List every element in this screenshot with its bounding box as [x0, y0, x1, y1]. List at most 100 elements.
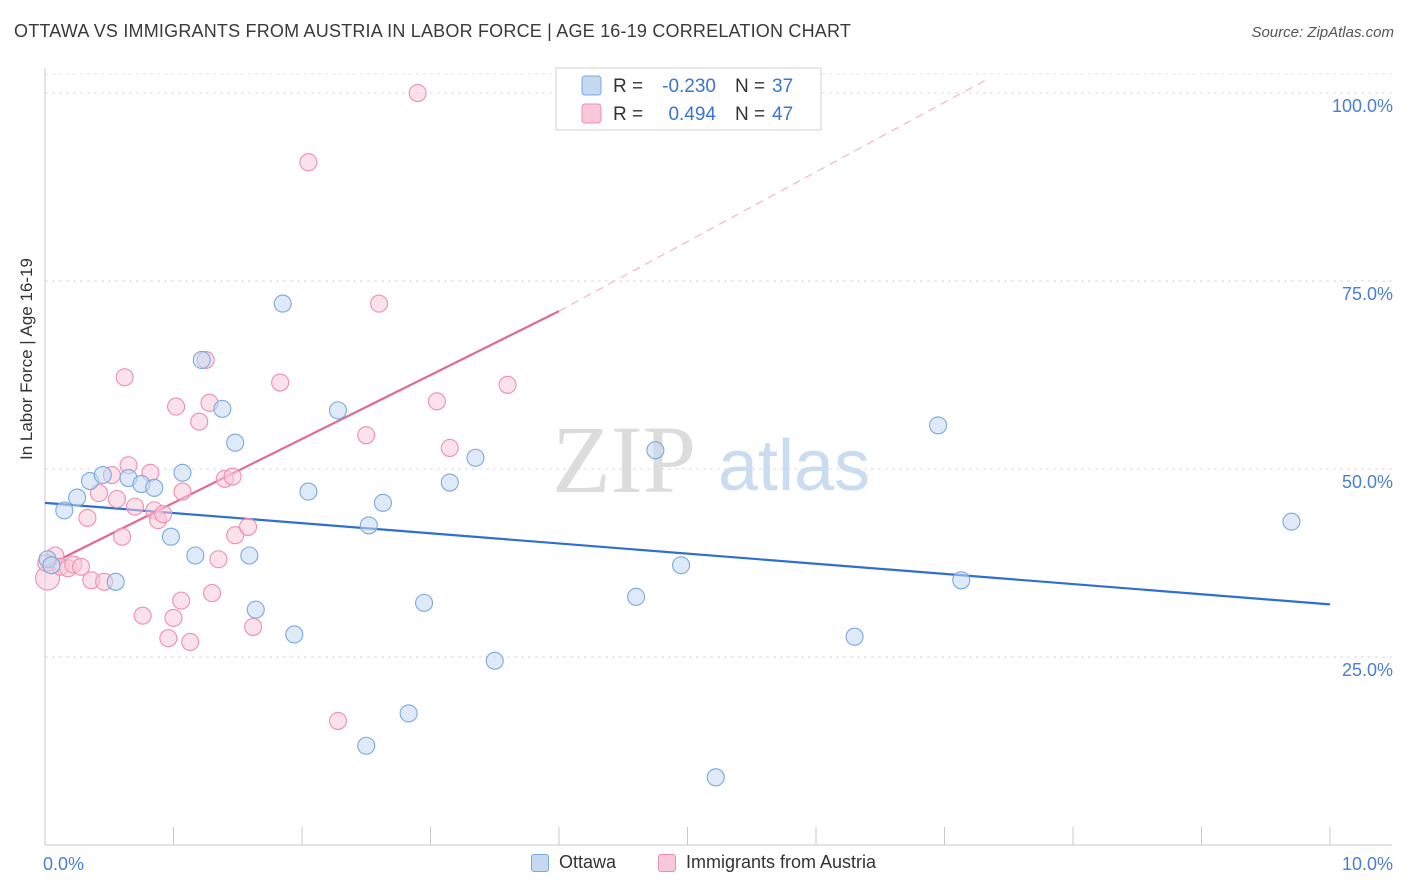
ottawa-point-6	[106, 572, 125, 591]
ottawa-point-18	[273, 294, 292, 313]
watermark-zip: ZIP	[552, 406, 696, 513]
legend-label-ottawa: Ottawa	[559, 852, 617, 872]
trend-line-0	[44, 501, 1331, 606]
austria-point-11	[107, 490, 127, 509]
austria-point-22	[164, 608, 183, 627]
austria-point-20	[154, 505, 173, 524]
stats-r-label-0: R =	[613, 76, 643, 97]
gridlines	[45, 73, 1392, 658]
austria-point-39	[328, 711, 348, 730]
austria-point-45	[498, 375, 517, 394]
austria-point-34	[226, 526, 245, 545]
ottawa-point-27	[440, 473, 459, 492]
ottawa-point-14	[213, 399, 232, 418]
ottawa-point-20	[299, 482, 318, 501]
austria-point-26	[181, 632, 200, 652]
legend-label-austria: Immigrants from Austria	[686, 852, 877, 872]
y-tick-label-100: 100.0%	[1332, 96, 1393, 116]
stats-r-label-1: R =	[613, 104, 643, 125]
trend-lines	[44, 77, 1331, 606]
austria-point-6	[78, 508, 97, 527]
y-tick-label-50: 50.0%	[1342, 472, 1393, 492]
austria-point-36	[244, 617, 263, 636]
austria-point-44	[440, 438, 459, 458]
series-legend: Ottawa Immigrants from Austria	[0, 852, 1406, 878]
austria-point-31	[209, 550, 228, 569]
ottawa-point-9	[145, 478, 164, 497]
stats-r-value-0: -0.230	[662, 76, 716, 97]
ottawa-point-10	[161, 527, 180, 546]
stats-n-label-0: N =	[735, 76, 765, 97]
austria-point-21	[159, 629, 178, 648]
ottawa-point-11	[173, 463, 192, 482]
x-tick-label-left: 0.0%	[43, 854, 84, 874]
austria-point-15	[125, 497, 144, 516]
ottawa-point-15	[226, 433, 245, 452]
austria-point-30	[203, 584, 222, 603]
ottawa-point-34	[845, 627, 864, 646]
austria-point-8	[89, 484, 109, 503]
austria-point-33	[223, 467, 242, 486]
ottawa-point-35	[929, 416, 948, 435]
ottawa-point-22	[357, 736, 376, 755]
ottawa-point-28	[466, 448, 485, 467]
legend-swatch-austria	[658, 853, 676, 872]
stats-swatch-1	[581, 103, 602, 124]
ottawa-point-17	[246, 600, 265, 619]
chart-source: Source: ZipAtlas.com	[1251, 24, 1394, 41]
austria-point-16	[133, 606, 152, 625]
austria-point-5	[71, 557, 91, 576]
stats-legend: R = -0.230 N = 37 R = 0.494 N = 47	[555, 67, 822, 131]
ottawa-point-21	[328, 401, 348, 420]
austria-point-38	[299, 153, 318, 172]
tick-labels: 25.0% 50.0% 75.0% 100.0% 0.0% 10.0%	[43, 96, 1393, 874]
y-tick-label-75: 75.0%	[1342, 284, 1393, 304]
ottawa-point-2	[55, 501, 74, 520]
stats-r-value-1: 0.494	[668, 104, 716, 125]
legend-item-ottawa: Ottawa	[531, 852, 616, 873]
watermark: ZIP atlas	[552, 406, 870, 513]
austria-point-43	[427, 392, 446, 411]
stats-n-value-1: 47	[772, 104, 793, 125]
austria-point-12	[113, 527, 132, 546]
ottawa-point-24	[373, 493, 393, 512]
austria-point-13	[115, 368, 134, 387]
chart-title: OTTAWA VS IMMIGRANTS FROM AUSTRIA IN LAB…	[14, 21, 852, 41]
ottawa-point-36	[952, 571, 971, 590]
austria-point-23	[167, 397, 186, 416]
austria-point-24	[172, 591, 191, 610]
ottawa-point-5	[93, 465, 112, 485]
y-tick-label-25: 25.0%	[1342, 660, 1393, 680]
austria-point-42	[408, 83, 427, 103]
ottawa-point-37	[1282, 512, 1301, 531]
stats-n-label-1: N =	[735, 104, 765, 125]
stats-swatch-0	[581, 75, 602, 96]
ottawa-point-31	[646, 441, 665, 460]
austria-point-35	[238, 517, 258, 536]
austria-point-37	[271, 373, 290, 392]
austria-point-40	[357, 426, 376, 445]
ottawa-point-13	[192, 350, 211, 370]
axes	[44, 68, 1392, 846]
watermark-atlas: atlas	[718, 426, 870, 506]
ottawa-point-29	[485, 651, 504, 670]
ottawa-point-16	[240, 546, 259, 565]
trend-line-1	[44, 310, 560, 568]
austria-point-27	[190, 412, 209, 431]
legend-item-austria: Immigrants from Austria	[658, 852, 876, 873]
ottawa-point-12	[186, 546, 205, 565]
ottawa-point-30	[627, 587, 646, 606]
ottawa-point-1	[42, 556, 61, 575]
trend-line-extension-1	[558, 77, 990, 312]
austria-point-25	[173, 482, 192, 501]
ottawa-point-33	[706, 768, 725, 787]
ottawa-point-23	[359, 516, 378, 535]
data-points	[35, 83, 1301, 787]
ottawa-point-19	[285, 625, 304, 644]
ottawa-point-32	[672, 556, 691, 575]
ottawa-point-26	[415, 593, 434, 612]
legend-swatch-ottawa	[531, 853, 549, 872]
austria-point-41	[370, 294, 389, 313]
x-tick-label-right: 10.0%	[1342, 854, 1393, 874]
